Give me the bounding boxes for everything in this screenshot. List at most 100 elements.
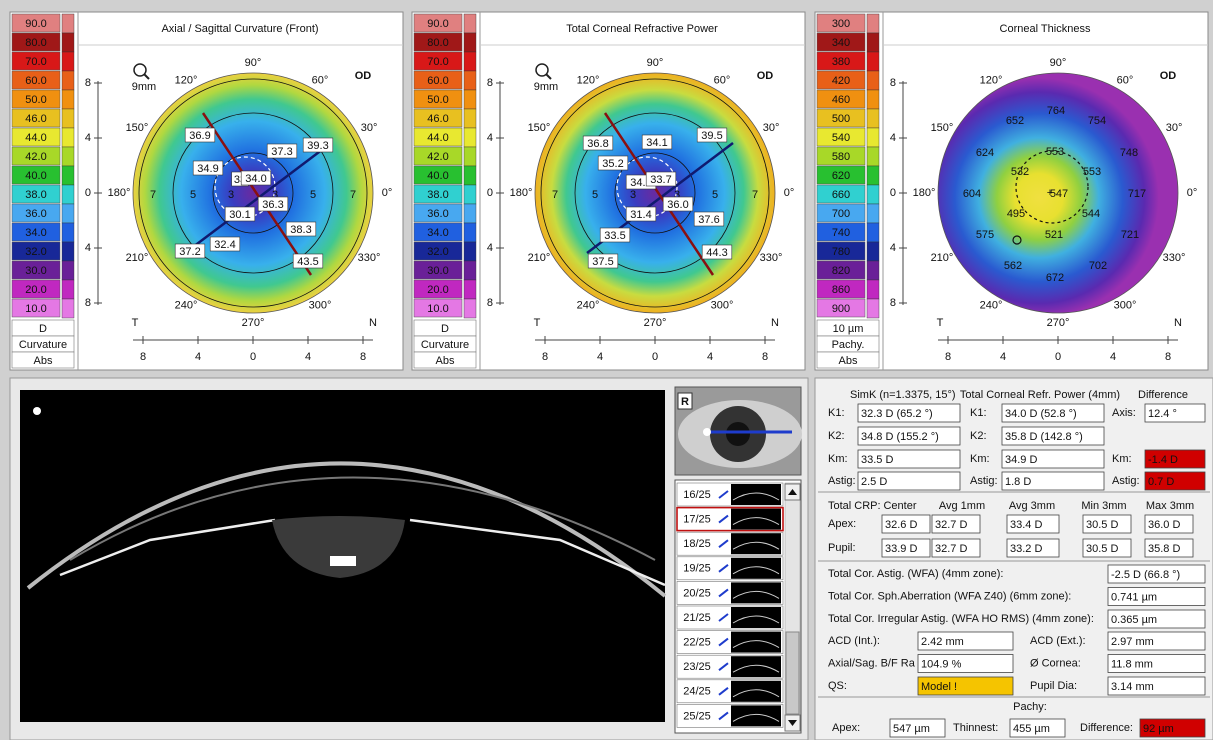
scale-label: 34.0: [25, 227, 46, 239]
k-header: SimK (n=1.3375, 15°): [850, 389, 956, 401]
scale-strip: [867, 109, 879, 128]
angle-label: 210°: [528, 252, 551, 264]
map-value: 32.4: [214, 239, 235, 251]
scan-preview: [731, 705, 781, 726]
scan-preview: [731, 582, 781, 603]
scan-label: 25/25: [683, 710, 711, 722]
scale-label: 80.0: [25, 37, 46, 49]
map-value: 624: [976, 147, 994, 159]
eye-label: OD: [757, 70, 774, 82]
scale-strip: [464, 147, 476, 166]
x-ruler-label: 8: [762, 351, 768, 363]
k-value: 34.0 D (52.8 °): [1005, 408, 1077, 420]
map-value: 672: [1046, 272, 1064, 284]
scale-strip: [867, 71, 879, 90]
angle-label: 270°: [1047, 317, 1070, 329]
scale-label: 42.0: [25, 151, 46, 163]
y-ruler-label: 8: [487, 77, 493, 89]
crp-value: 33.4 D: [1010, 519, 1042, 531]
map-value: 34.9: [197, 163, 218, 175]
scale-label: 700: [832, 208, 850, 220]
lens-reflex: [330, 556, 356, 566]
color-map: [535, 73, 775, 313]
angle-label: 90°: [647, 57, 664, 69]
x-ruler-label: 8: [360, 351, 366, 363]
eye-label: OD: [1160, 70, 1177, 82]
y-ruler-label: 8: [487, 297, 493, 309]
scale-strip: [62, 147, 74, 166]
angle-label: 60°: [1117, 74, 1134, 86]
scale-strip: [464, 261, 476, 280]
crp-value: 32.7 D: [935, 543, 967, 555]
pair-label: QS:: [828, 680, 847, 692]
scale-strip: [62, 299, 74, 318]
scale-strip: [867, 242, 879, 261]
crp-header: Avg 3mm: [1009, 500, 1055, 512]
side-label: N: [771, 317, 779, 329]
scan-label: 23/25: [683, 661, 711, 673]
map-value: 31.4: [630, 209, 651, 221]
angle-label: 0°: [1187, 187, 1198, 199]
scale-label: 60.0: [427, 75, 448, 87]
x-ruler-label: 8: [945, 351, 951, 363]
pair-value: 2.42 mm: [921, 636, 964, 648]
scan-dot: [703, 428, 711, 436]
scale-strip: [867, 223, 879, 242]
map-value: 562: [1004, 260, 1022, 272]
angle-label: 210°: [931, 252, 954, 264]
angle-label: 240°: [577, 299, 600, 311]
y-ruler-label: 8: [85, 77, 91, 89]
map-value: 39.3: [307, 140, 328, 152]
map-title: Axial / Sagittal Curvature (Front): [161, 23, 318, 35]
x-ruler-label: 4: [195, 351, 201, 363]
scale-label: 80.0: [427, 37, 448, 49]
scale-strip: [464, 166, 476, 185]
y-ruler-label: 0: [890, 187, 896, 199]
angle-label: 180°: [108, 187, 131, 199]
scale-strip: [62, 242, 74, 261]
pachy-value: 92 µm: [1143, 723, 1174, 735]
x-ruler-label: 4: [305, 351, 311, 363]
angle-label: 60°: [312, 74, 329, 86]
y-ruler-label: 4: [85, 132, 91, 144]
crp-value: 32.6 D: [885, 519, 917, 531]
scale-label: 38.0: [427, 189, 448, 201]
side-label: T: [534, 317, 541, 329]
scale-label: 500: [832, 113, 850, 125]
k-value: 2.5 D: [861, 476, 887, 488]
scan-label: 22/25: [683, 637, 711, 649]
scale-strip: [464, 223, 476, 242]
screen: 90.080.070.060.050.046.044.042.040.038.0…: [0, 0, 1213, 740]
scale-strip: [62, 166, 74, 185]
scale-footer: Pachy.: [832, 339, 865, 351]
scale-label: 30.0: [427, 265, 448, 277]
scale-strip: [62, 14, 74, 33]
k-header: Difference: [1138, 389, 1188, 401]
scale-label: 44.0: [25, 132, 46, 144]
angle-label: 120°: [577, 74, 600, 86]
index-label: Total Cor. Astig. (WFA) (4mm zone):: [828, 568, 1003, 580]
scrollbar-thumb[interactable]: [786, 632, 799, 714]
angle-label: 300°: [309, 299, 332, 311]
angle-label: 330°: [760, 252, 783, 264]
ring-label: 5: [712, 189, 718, 201]
scale-strip: [62, 90, 74, 109]
scale-label: 30.0: [25, 265, 46, 277]
scale-strip: [867, 185, 879, 204]
k-value: 34.8 D (155.2 °): [861, 431, 939, 443]
pair-value: 11.8 mm: [1111, 658, 1153, 670]
ring-label: 5: [310, 189, 316, 201]
scale-strip: [62, 185, 74, 204]
scale-strip: [867, 128, 879, 147]
map-value: 575: [976, 229, 994, 241]
angle-label: 120°: [175, 74, 198, 86]
map-value: 604: [963, 188, 981, 200]
pupil: [726, 422, 750, 446]
map-value: 33.7: [650, 174, 671, 186]
k-value: 1.8 D: [1005, 476, 1031, 488]
scan-label: 24/25: [683, 686, 711, 698]
eye-label: OD: [355, 70, 372, 82]
side-label: N: [369, 317, 377, 329]
pachy-title: Pachy:: [1013, 701, 1047, 713]
x-ruler-label: 4: [1110, 351, 1116, 363]
